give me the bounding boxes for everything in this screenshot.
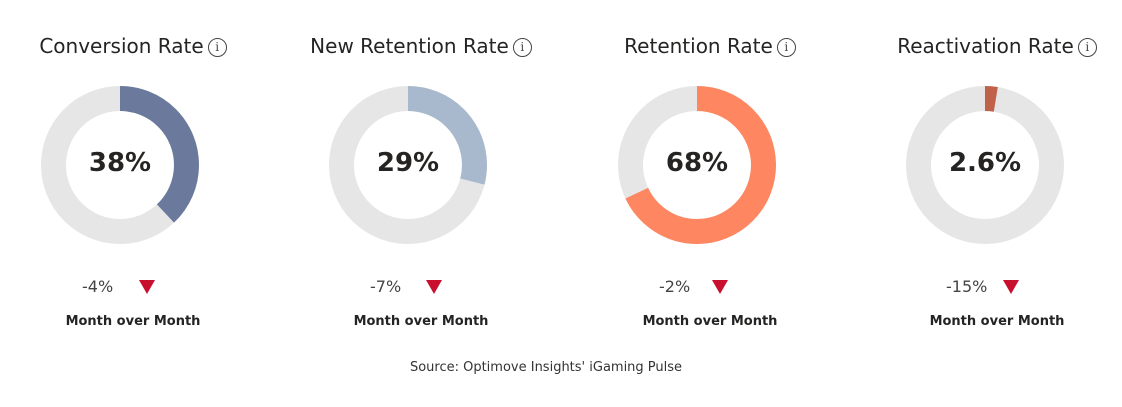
donut-value-arc[interactable] [906,86,1064,244]
donut-value-arc[interactable] [618,86,776,244]
kpi-title-text: Retention Rate [624,34,773,58]
comparison-label: Month over Month [642,314,778,329]
donut-value-arc[interactable] [329,86,487,244]
info-icon[interactable]: i [1077,38,1097,57]
down-arrow-icon [1003,280,1019,294]
kpi-title: Retention Rate i [566,34,854,58]
kpi-value: 2.6% [948,148,1022,178]
delta-value: -15% [946,277,988,296]
kpi-title-text: Reactivation Rate [897,34,1074,58]
info-icon[interactable]: i [207,38,227,57]
delta-value: -2% [659,277,691,296]
donut-chart [906,86,1064,244]
comparison-label: Month over Month [929,314,1065,329]
kpi-card: Reactivation Rate i Month over Month [853,0,1122,340]
donut-chart [618,86,776,244]
down-arrow-icon [426,280,442,294]
comparison-label: Month over Month [65,314,201,329]
kpi-value: 38% [88,148,152,178]
donut-chart [329,86,487,244]
delta-value: -4% [82,277,114,296]
kpi-title: Reactivation Rate i [853,34,1122,58]
donut-value-arc[interactable] [41,86,199,244]
kpi-card: New Retention Rate i Month over Month [277,0,565,340]
comparison-label: Month over Month [353,314,489,329]
down-arrow-icon [712,280,728,294]
delta-value: -7% [370,277,402,296]
kpi-card: Conversion Rate i Month over Month [0,0,277,340]
down-arrow-icon [139,280,155,294]
source-note: Source: Optimove Insights' iGaming Pulse [409,360,683,375]
kpi-value: 68% [665,148,729,178]
kpi-value: 29% [376,148,440,178]
info-icon[interactable]: i [512,38,532,57]
kpi-title: Conversion Rate i [0,34,277,58]
kpi-title-text: New Retention Rate [310,34,509,58]
kpi-title: New Retention Rate i [277,34,565,58]
kpi-title-text: Conversion Rate [39,34,204,58]
kpi-card: Retention Rate i Month over Month [566,0,854,340]
info-icon[interactable]: i [776,38,796,57]
donut-chart [41,86,199,244]
